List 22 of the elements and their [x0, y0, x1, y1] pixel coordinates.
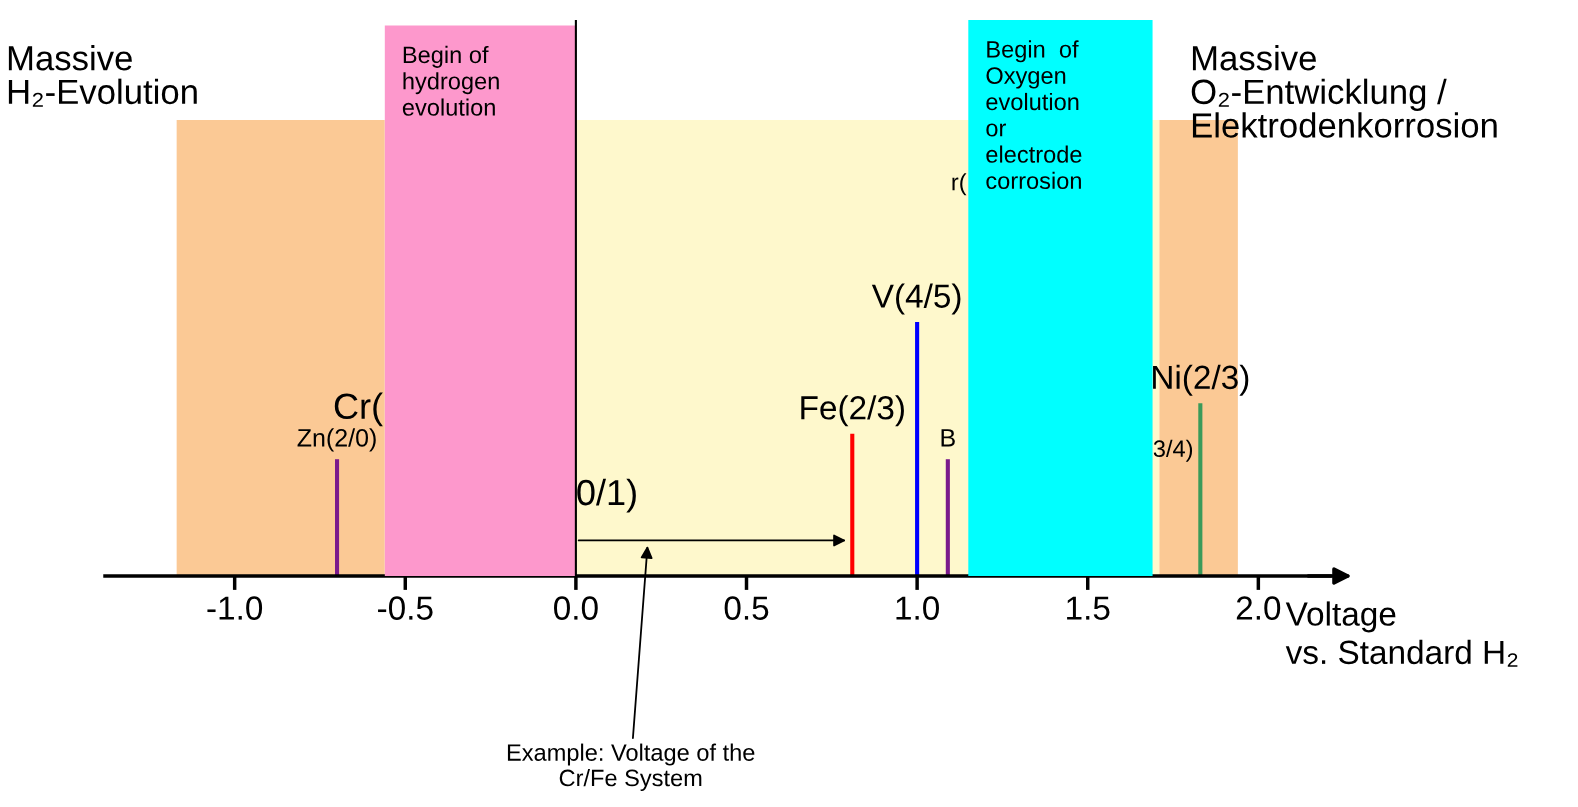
annotation: 0/1) [577, 478, 636, 513]
x-tick-label: 0.0 [554, 596, 598, 620]
x-tick-label: 1.5 [1067, 596, 1110, 620]
annotation: 3/4) [1153, 439, 1193, 462]
annotation: Zn(2/0) [297, 428, 376, 452]
annotation: Fe(2/3) [801, 395, 904, 427]
x-tick-label: 2.0 [1236, 596, 1281, 620]
text: r( [952, 173, 967, 196]
x-axis-title: Voltage vs. Standard H₂ [1285, 601, 1518, 667]
text: Example: Voltage of the Cr/Fe System [507, 743, 755, 791]
annotation: Cr( [334, 392, 383, 427]
annotation: B [941, 429, 955, 447]
annotation: V(4/5) [871, 283, 961, 315]
x-tick-label: -0.5 [378, 596, 433, 620]
band-label: Massive O₂-Entwicklung / Elektrodenkorrosion [1191, 45, 1497, 138]
x-tick-label: -1.0 [207, 596, 263, 620]
x-tick-label: 1.0 [896, 596, 939, 620]
annotation: Ni(2/3) [1153, 364, 1249, 396]
band-label: Begin of Oxygen evolution or electrode corrosion [986, 40, 1082, 190]
band-label: Massive H₂-Evolution [8, 45, 197, 107]
x-tick-label: 0.5 [724, 596, 769, 620]
band-label: Begin of hydrogen evolution [402, 45, 499, 116]
